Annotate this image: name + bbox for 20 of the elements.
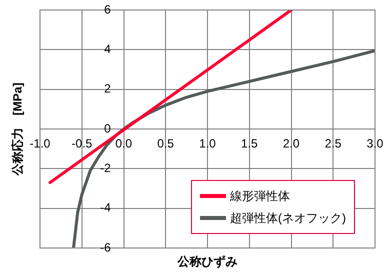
y-tick-label: 4 (104, 42, 112, 56)
x-tick-label: 2.0 (282, 136, 300, 150)
x-tick-label: 3.0 (366, 136, 384, 150)
y-tick-label: -6 (100, 240, 112, 254)
x-tick-label: 2.5 (324, 136, 342, 150)
x-tick-label: -1.0 (30, 136, 51, 150)
x-tick-label: 1.0 (199, 136, 216, 150)
x-tick-label: 0.0 (115, 136, 132, 150)
x-tick-label: 1.5 (241, 136, 258, 150)
legend-label: 超弾性体(ネオフック) (230, 210, 346, 226)
y-tick-label: 2 (104, 82, 112, 96)
x-tick-label: 0.5 (157, 136, 174, 150)
y-tick-label: -2 (100, 160, 112, 175)
legend-label: 線形弾性体 (230, 188, 290, 204)
x-tick-label: -0.5 (72, 136, 93, 150)
y-axis-title: 公称応力 [MPa] (10, 82, 24, 176)
x-axis-title: 公称ひずみ (176, 254, 238, 268)
y-tick-label: 0 (104, 121, 112, 136)
y-tick-label: -4 (100, 200, 112, 215)
y-tick-label: 6 (104, 2, 112, 16)
